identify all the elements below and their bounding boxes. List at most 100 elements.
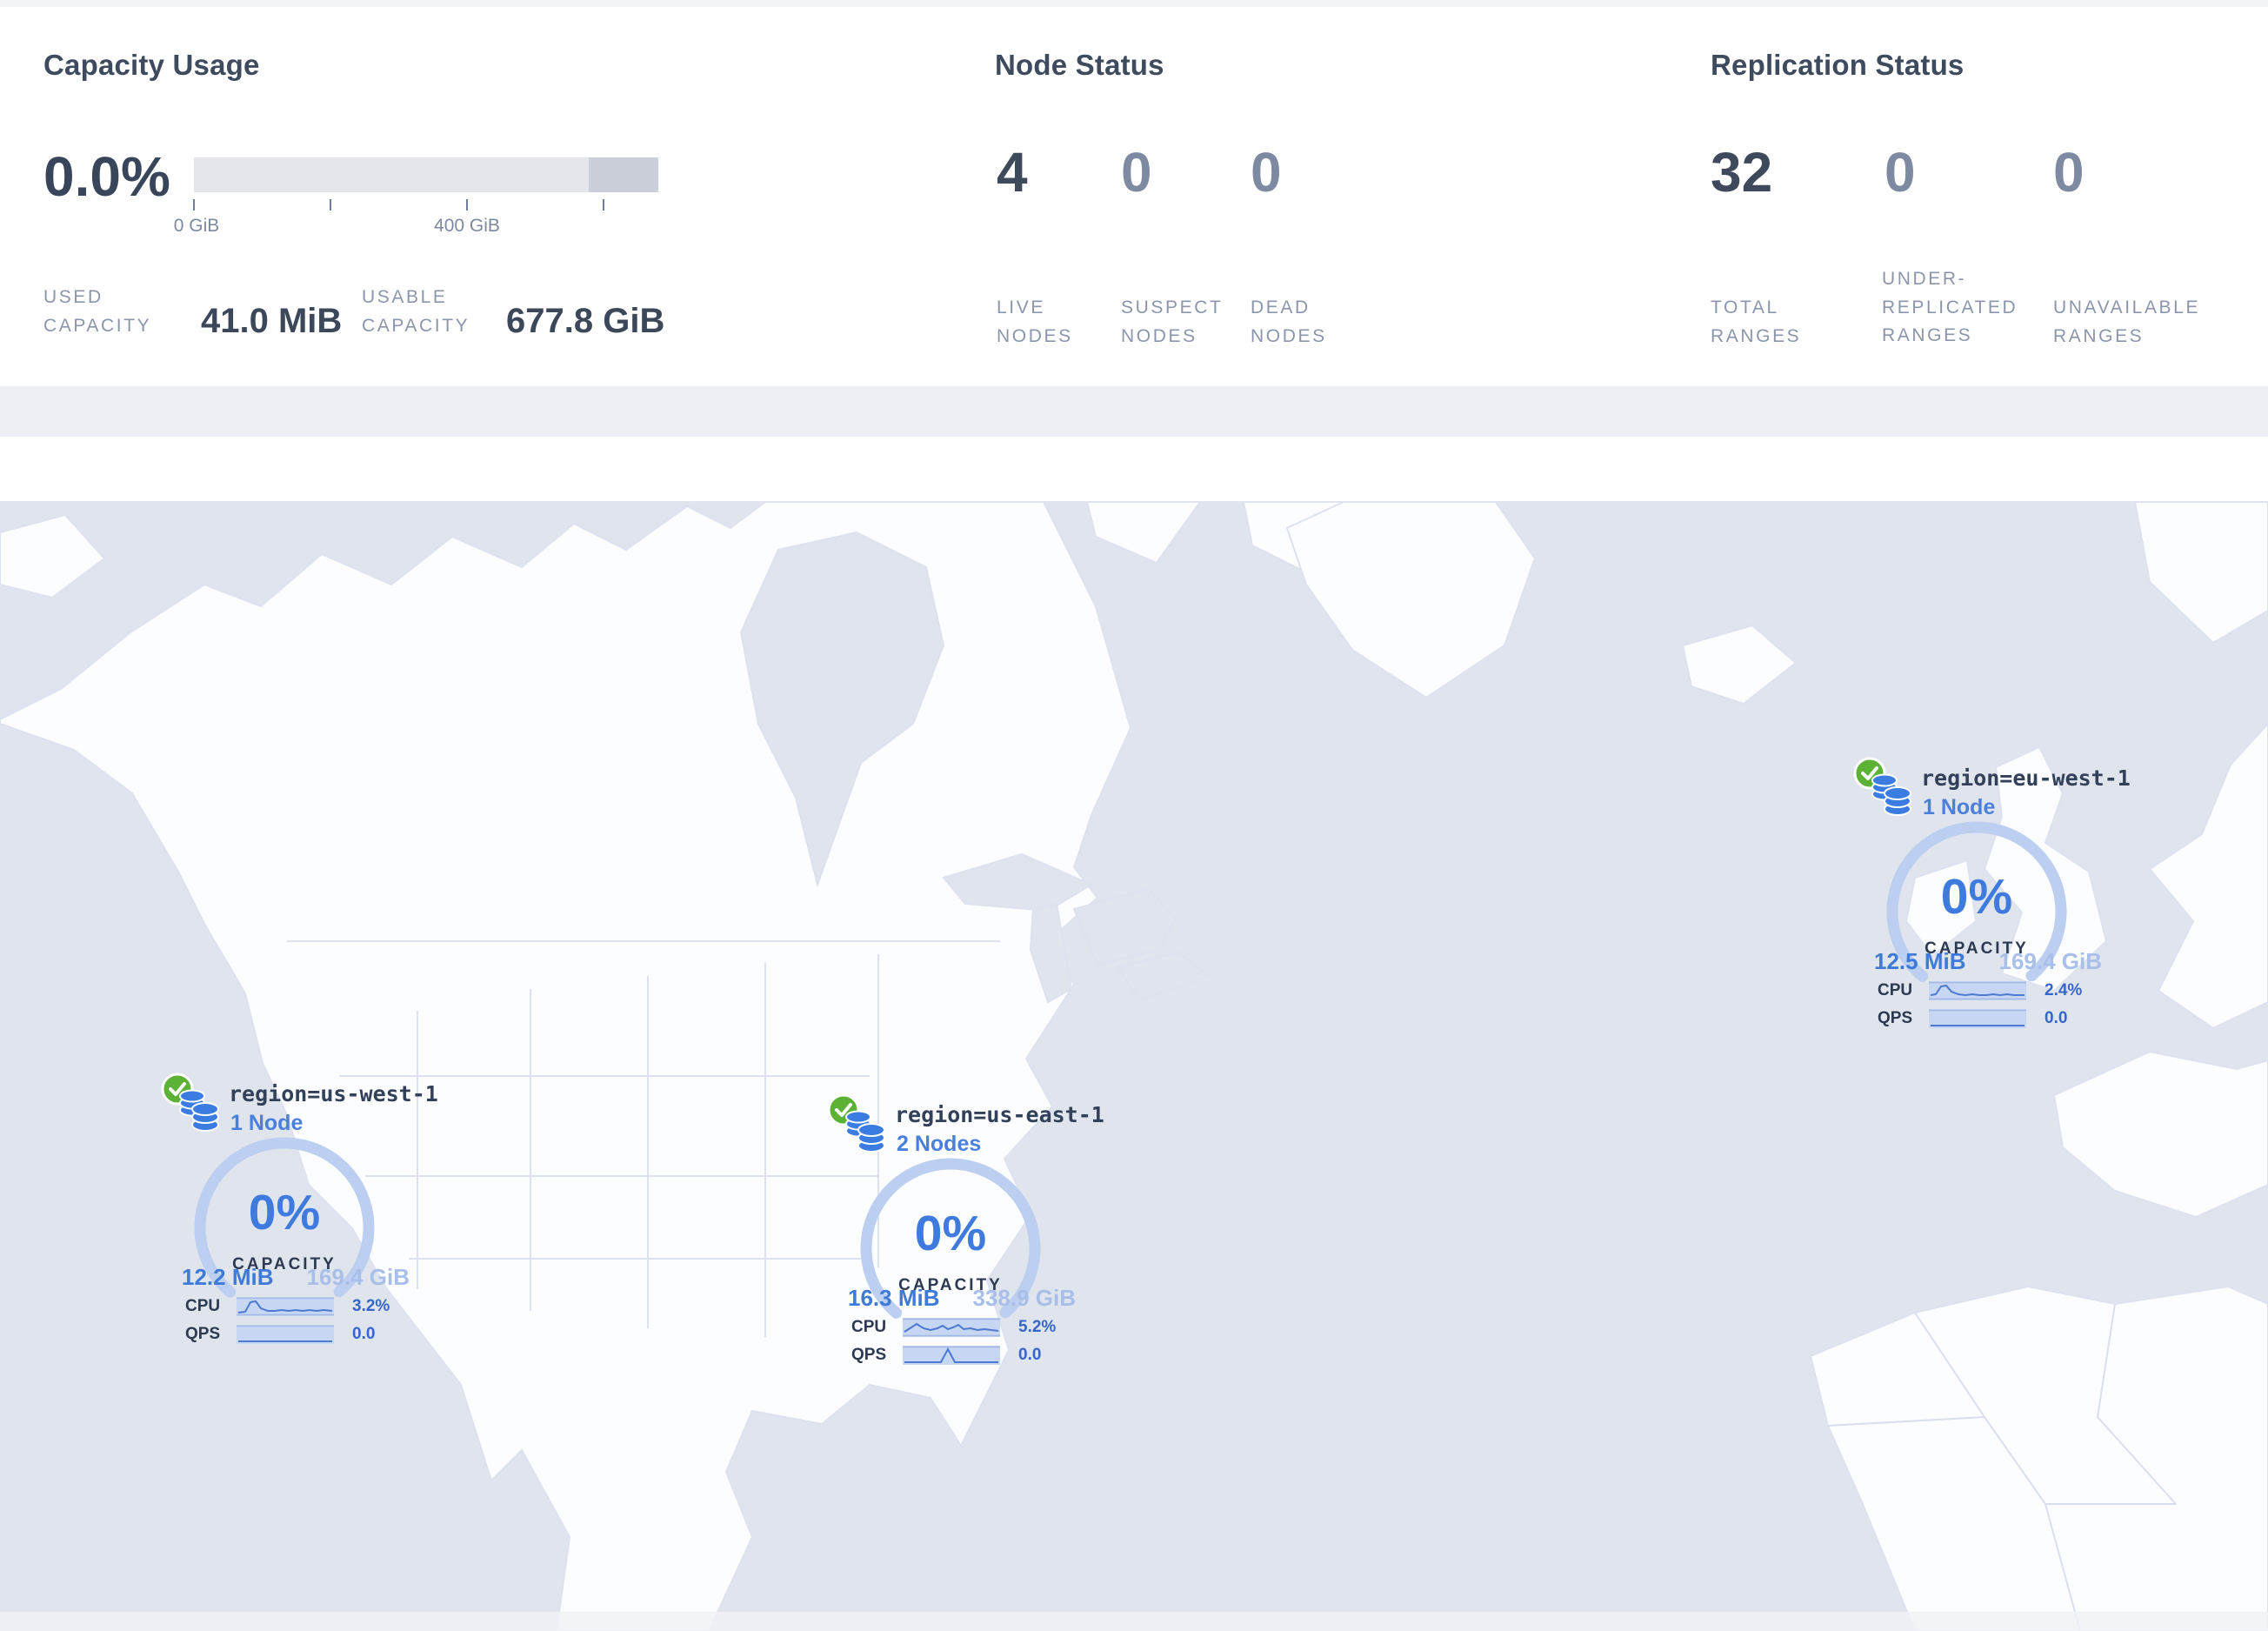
landmass-iceland [1681,624,1798,705]
cpu-value: 3.2% [352,1297,390,1315]
footer-band [0,1612,2268,1631]
region-marker-eu-west-1[interactable]: region=eu-west-1 1 Node 0% CAPACITY 12.5… [1846,757,2131,1112]
usable-capacity-metric: USABLE CAPACITY 677.8 GiB [362,284,664,340]
capacity-donut: 0% CAPACITY [860,1158,1041,1339]
used-capacity-label: USED CAPACITY [43,287,152,336]
usable-value: 338.9 GiB [972,1285,1076,1311]
capacity-bar [194,157,658,192]
database-stack-icon [1871,773,1911,816]
dead-nodes-label: DEAD NODES [1251,297,1327,346]
capacity-label: CAPACITY [898,1276,1003,1294]
region-name: region=us-west-1 [229,1081,438,1106]
region-node-count[interactable]: 1 Node [230,1111,304,1135]
used-value: 12.2 MiB [182,1264,274,1290]
cluster-stats-panel: Capacity Usage 0.0% 0 GiB 400 GiB USED C… [0,7,2268,386]
landmass-ireland [1904,859,1978,958]
capacity-tick [330,199,331,211]
capacity-percent: 0% [249,1185,320,1240]
qps-row: QPS 0.0 [185,1325,375,1344]
usable-value: 169.4 GiB [306,1264,410,1290]
replication-status-title: Replication Status [1711,49,1964,81]
usable-capacity-label: USABLE CAPACITY [362,287,470,336]
suspect-nodes-value: 0 [1121,141,1152,204]
cpu-sparkline [903,1318,1000,1337]
qps-value: 0.0 [352,1325,376,1343]
cpu-label: CPU [185,1297,221,1315]
region-node-count[interactable]: 1 Node [1923,795,1996,819]
cpu-label: CPU [851,1318,887,1336]
capacity-label: CAPACITY [1924,939,2029,958]
cpu-value: 5.2% [1018,1318,1057,1336]
capacity-label: CAPACITY [232,1255,337,1273]
qps-label: QPS [185,1325,221,1343]
cpu-sparkline [1929,981,2026,1000]
region-marker-us-east-1[interactable]: region=us-east-1 2 Nodes 0% CAPACITY 16.… [820,1093,1104,1448]
live-nodes-label: LIVE NODES [997,297,1073,346]
region-name: region=us-east-1 [895,1102,1104,1127]
capacity-tick-label-0: 0 GiB [173,216,220,236]
total-ranges-value: 32 [1711,141,1773,204]
landmass-greenland [1285,502,1537,699]
capacity-tick [466,199,468,211]
used-value: 12.5 MiB [1874,948,1966,974]
total-ranges-label: TOTAL RANGES [1711,297,1802,346]
qps-sparkline [1929,1009,2026,1028]
capacity-values: 12.2 MiB 169.4 GiB [182,1264,410,1291]
capacity-usage-title: Capacity Usage [43,49,260,81]
under-replicated-ranges-value: 0 [1884,141,1916,204]
cpu-value: 2.4% [2045,981,2083,999]
unavailable-ranges-value: 0 [2053,141,2085,204]
region-node-count[interactable]: 2 Nodes [897,1132,982,1156]
capacity-percent: 0% [915,1206,986,1261]
live-nodes-value: 4 [997,141,1028,204]
qps-row: QPS 0.0 [1878,1009,2067,1028]
world-map[interactable] [0,502,2268,1631]
qps-label: QPS [851,1346,887,1364]
unavailable-ranges-label: UNAVAILABLE RANGES [2053,297,2201,346]
qps-label: QPS [1878,1009,1913,1027]
great-lake [1029,902,1073,1004]
world-map-svg [0,502,2268,1631]
landmass-north-america [0,502,1132,1631]
cpu-row: CPU 3.2% [185,1297,390,1316]
capacity-percent: 0% [1941,869,2012,925]
capacity-tick [603,199,604,211]
hudson-bay [739,531,945,888]
cpu-row: CPU 5.2% [851,1318,1056,1337]
top-strip [0,0,2268,7]
landmass-africa [1809,1285,2268,1631]
qps-sparkline [903,1346,1000,1365]
map-toolbar: Node Map Cluster 10m Past 10 Minutes [0,437,2268,934]
country-borders [1827,1303,2177,1631]
cpu-row: CPU 2.4% [1878,981,2082,1000]
capacity-donut: 0% CAPACITY [194,1137,375,1318]
qps-value: 0.0 [1018,1346,1042,1364]
capacity-donut: 0% CAPACITY [1886,821,2067,1002]
cpu-label: CPU [1878,981,1913,999]
usable-capacity-value: 677.8 GiB [506,302,665,341]
cpu-sparkline [237,1297,334,1316]
capacity-values: 16.3 MiB 338.9 GiB [848,1285,1076,1312]
qps-value: 0.0 [2045,1009,2068,1027]
great-lake [1116,951,1211,1001]
landmass-iberia [2052,1050,2268,1219]
under-replicated-ranges-label: UNDER-REPLICATED RANGES [1882,269,2018,346]
capacity-values: 12.5 MiB 169.4 GiB [1874,948,2102,975]
region-name: region=eu-west-1 [1921,765,2131,791]
capacity-percent: 0.0% [43,145,170,208]
region-marker-us-west-1[interactable]: region=us-west-1 1 Node 0% CAPACITY 12.2… [154,1073,438,1427]
used-capacity-metric: USED CAPACITY 41.0 MiB [43,284,342,340]
qps-row: QPS 0.0 [851,1346,1041,1365]
capacity-bar-reserved [589,157,658,192]
section-divider-band [0,386,2268,437]
dead-nodes-value: 0 [1251,141,1282,204]
capacity-tick-label-400: 400 GiB [434,216,500,236]
qps-sparkline [237,1325,334,1344]
database-stack-icon [179,1089,219,1132]
landmass-europe [2148,722,2268,1030]
landmass-island [1085,502,1202,565]
landmass-alaska [0,513,106,599]
capacity-tick [193,199,195,211]
node-status-title: Node Status [995,49,1164,81]
